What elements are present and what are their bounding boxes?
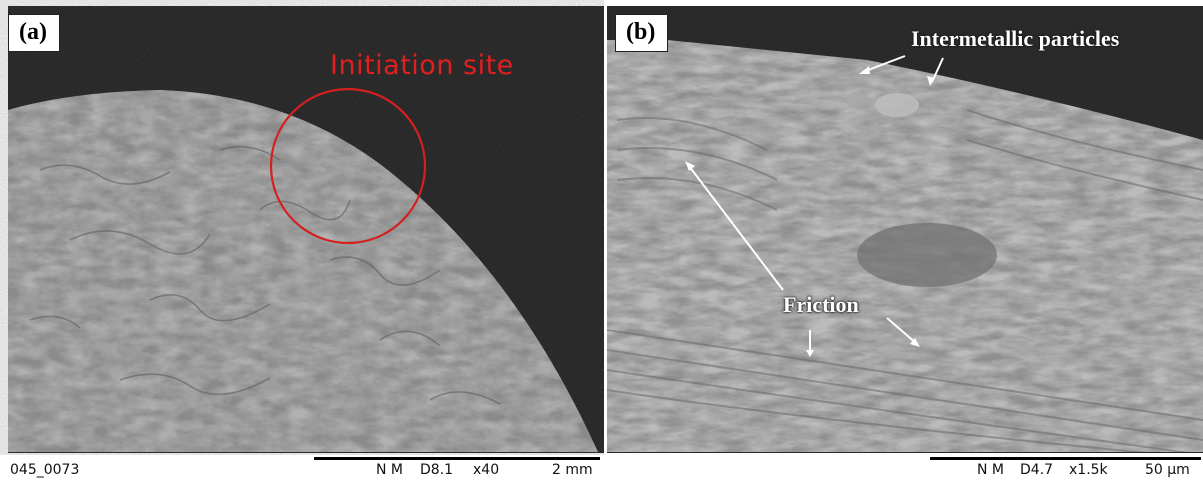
magnification-b: x1.5k xyxy=(1069,462,1108,478)
panel-label-b: (b) xyxy=(615,14,669,52)
arrow-friction-3-head xyxy=(910,338,920,347)
scalebar-rule-b xyxy=(930,457,1201,460)
intermetallic-particles-label: Intermetallic particles xyxy=(911,26,1120,51)
initiation-site-circle xyxy=(269,87,427,245)
friction-label: Friction xyxy=(783,292,859,317)
arrow-friction-1 xyxy=(688,165,784,291)
mode-label-a: N M xyxy=(376,462,404,478)
image-id: 045_0073 xyxy=(10,462,80,478)
arrow-intermetallic-2-head xyxy=(927,76,935,86)
arrow-friction-1-head xyxy=(685,161,695,171)
scale-length-a: 2 mm xyxy=(552,462,593,478)
fracture-surface-micrograph-a xyxy=(8,6,604,453)
scalebar-b: N M D4.7 x1.5k 50 µm xyxy=(607,455,1203,481)
scale-length-b: 50 µm xyxy=(1145,462,1190,478)
scalebar-rule-a xyxy=(314,457,600,460)
panel-label-a: (a) xyxy=(8,14,60,52)
mode-label-b: N M xyxy=(977,462,1005,478)
panel-a: Initiation site (a) 045_0073 N M D8.1 x4… xyxy=(0,6,604,481)
arrow-friction-3 xyxy=(886,317,918,345)
magnification-a: x40 xyxy=(473,462,500,478)
initiation-site-label: Initiation site xyxy=(330,50,514,81)
panel-b: Intermetallic particles Friction (b) N M… xyxy=(607,0,1203,481)
arrow-intermetallic-1 xyxy=(862,55,906,73)
scalebar-a: 045_0073 N M D8.1 x40 2 mm xyxy=(0,455,604,481)
annotation-arrows xyxy=(685,55,944,357)
working-distance-b: D4.7 xyxy=(1020,462,1054,478)
fracture-surface-micrograph-b xyxy=(607,6,1203,453)
working-distance-a: D8.1 xyxy=(420,462,454,478)
arrow-friction-2-head xyxy=(806,350,814,357)
arrow-intermetallic-1-head xyxy=(859,66,870,74)
